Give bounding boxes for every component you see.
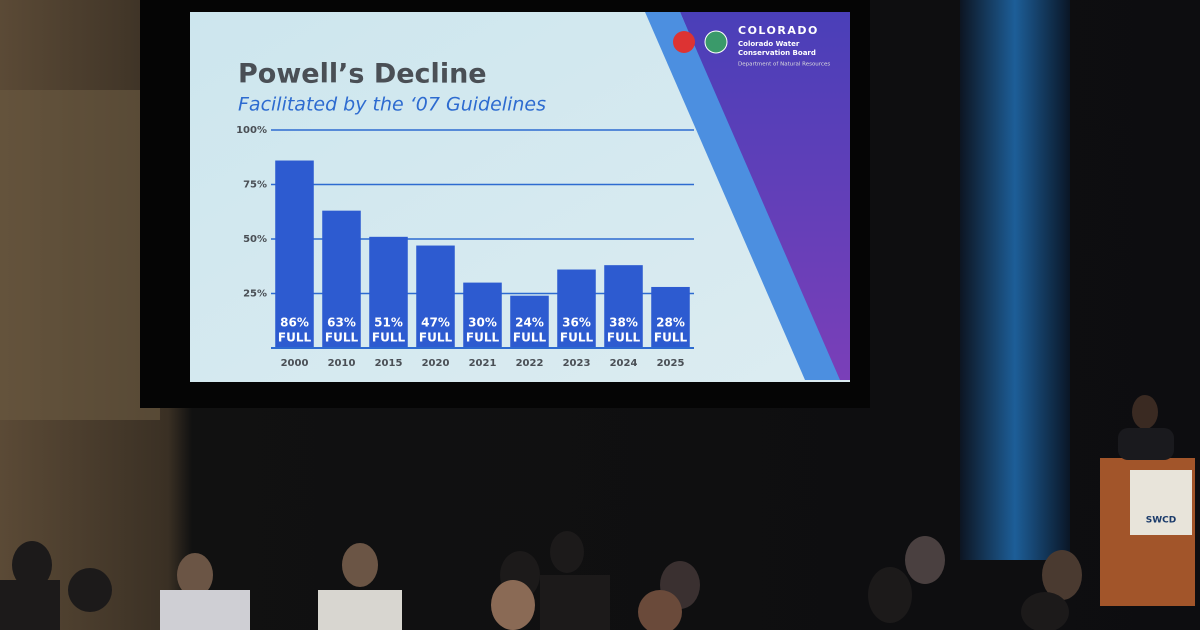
- podium-sign: [1130, 470, 1192, 535]
- x-tick-label: 2023: [563, 358, 591, 369]
- value-label-unit: FULL: [372, 331, 406, 345]
- bar: [275, 160, 314, 348]
- bar: [557, 269, 596, 348]
- bar: [604, 265, 643, 348]
- x-tick-label: 2021: [469, 358, 497, 369]
- slide-stripe: [645, 12, 840, 380]
- x-tick-label: 2020: [422, 358, 450, 369]
- bar: [651, 286, 690, 348]
- speaker: [1132, 395, 1158, 429]
- x-tick-label: 2010: [328, 358, 356, 369]
- bar: [463, 282, 502, 348]
- x-tick-label: 2022: [516, 358, 544, 369]
- value-label: 63%: [327, 316, 356, 330]
- y-tick-label: 75%: [243, 180, 267, 191]
- value-label-unit: FULL: [654, 331, 688, 345]
- wall-panel: [0, 90, 160, 420]
- value-label: 51%: [374, 316, 403, 330]
- logo-text: COLORADO: [738, 24, 819, 37]
- value-label: 30%: [468, 316, 497, 330]
- slide-band: [680, 12, 850, 380]
- value-label: 38%: [609, 316, 638, 330]
- chart-subtitle: Facilitated by the ‘07 Guidelines: [238, 94, 546, 116]
- value-label-unit: FULL: [325, 331, 359, 345]
- bar: [369, 236, 408, 348]
- chart-title: Powell’s Decline: [238, 59, 487, 90]
- value-label-unit: FULL: [466, 331, 500, 345]
- bar: [510, 295, 549, 348]
- value-label: 28%: [656, 316, 685, 330]
- value-label-unit: FULL: [560, 331, 594, 345]
- value-label-unit: FULL: [513, 331, 547, 345]
- x-tick-label: 2024: [610, 358, 638, 369]
- y-tick-label: 50%: [243, 234, 267, 245]
- logo-text: Colorado Water: [738, 40, 800, 48]
- y-tick-label: 25%: [243, 289, 267, 300]
- value-label-unit: FULL: [419, 331, 453, 345]
- speaker: [1118, 428, 1174, 460]
- x-tick-label: 2000: [281, 358, 309, 369]
- x-tick-label: 2025: [657, 358, 685, 369]
- audience: [0, 531, 1082, 630]
- curtain-light: [960, 0, 1070, 560]
- logo-icon: [704, 30, 728, 54]
- value-label: 86%: [280, 316, 309, 330]
- y-tick-label: 100%: [236, 125, 267, 136]
- bar: [416, 245, 455, 348]
- podium-label: SWCD: [1146, 516, 1177, 526]
- value-label: 36%: [562, 316, 591, 330]
- value-label: 24%: [515, 316, 544, 330]
- logo-icon: [673, 31, 695, 53]
- value-label-unit: FULL: [278, 331, 312, 345]
- bar: [322, 210, 361, 348]
- x-tick-label: 2015: [375, 358, 403, 369]
- value-label-unit: FULL: [607, 331, 641, 345]
- value-label: 47%: [421, 316, 450, 330]
- logo-text: Department of Natural Resources: [738, 62, 830, 68]
- logo-text: Conservation Board: [738, 49, 816, 57]
- chart: 25%50%75%100%200086%FULL201063%FULL20155…: [236, 125, 694, 369]
